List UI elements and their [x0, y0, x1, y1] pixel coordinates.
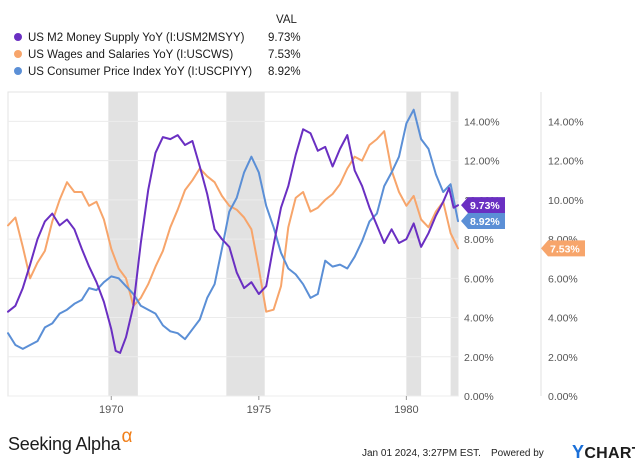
x-tick-label: 1980: [394, 404, 418, 416]
powered-by-label: Powered by: [491, 448, 544, 459]
y-tick-label-inner: 14.00%: [464, 116, 500, 128]
y-tick-label-inner: 8.00%: [464, 234, 494, 246]
recession-band: [450, 92, 458, 396]
legend-value-cpi: 8.92%: [268, 66, 301, 78]
y-tick-label-inner: 6.00%: [464, 273, 494, 285]
timestamp: Jan 01 2024, 3:27PM EST.: [362, 448, 481, 459]
y-tick-label-outer: 4.00%: [548, 313, 578, 325]
legend-label-m2: US M2 Money Supply YoY (I:USM2MSYY): [28, 32, 245, 44]
ycharts-logo: YCHARTS: [572, 442, 635, 463]
value-flag: [541, 240, 585, 257]
legend-label-cpi: US Consumer Price Index YoY (I:USCPIYY): [28, 66, 253, 78]
legend-value-m2: 9.73%: [268, 32, 301, 44]
legend-item-wages[interactable]: US Wages and Salaries YoY (I:USCWS) 7.53…: [14, 47, 301, 63]
y-tick-label-outer: 0.00%: [548, 391, 578, 403]
alpha-mark: α: [121, 426, 133, 447]
y-tick-label-outer: 2.00%: [548, 352, 578, 364]
y-tick-label-inner: 12.00%: [464, 156, 500, 168]
series-line: [7, 128, 459, 354]
seeking-alpha-logo: Seeking Alphaα: [8, 426, 132, 456]
series-line: [7, 130, 459, 313]
legend-item-m2[interactable]: US M2 Money Supply YoY (I:USM2MSYY) 9.73…: [14, 30, 301, 46]
value-flag-label: 9.73%: [470, 200, 500, 212]
legend-marker-wages: [14, 49, 22, 58]
value-flag-label: 7.53%: [550, 243, 580, 255]
recession-band: [108, 92, 138, 396]
legend-header: VAL: [276, 14, 297, 26]
value-flag: [461, 213, 505, 230]
y-tick-label-inner: 2.00%: [464, 352, 494, 364]
value-flag-label: 8.92%: [470, 216, 500, 228]
series-line: [7, 108, 459, 350]
brand-name: Seeking Alpha: [8, 434, 121, 454]
recession-band: [226, 92, 265, 396]
ycharts-wordmark: CHARTS: [584, 445, 635, 462]
y-tick-label-outer: 10.00%: [548, 195, 584, 207]
x-tick-label: 1970: [99, 404, 123, 416]
y-tick-label-outer: 6.00%: [548, 273, 578, 285]
legend-marker-cpi: [14, 66, 22, 75]
ycharts-y-mark: Y: [572, 442, 585, 462]
value-labels: 9.73% 7.53% 8.92%: [461, 197, 585, 257]
grid: [8, 120, 458, 397]
y-tick-label-inner: 0.00%: [464, 391, 494, 403]
legend-label-wages: US Wages and Salaries YoY (I:USCWS): [28, 49, 234, 61]
recession-band: [406, 92, 422, 396]
y-tick-label-outer: 12.00%: [548, 156, 584, 168]
value-flag: [461, 197, 505, 214]
legend-marker-m2: [14, 32, 22, 41]
legend-item-cpi[interactable]: US Consumer Price Index YoY (I:USCPIYY) …: [14, 64, 301, 80]
x-tick-label: 1975: [247, 404, 271, 416]
y-tick-label-inner: 4.00%: [464, 313, 494, 325]
y-tick-label-outer: 14.00%: [548, 116, 584, 128]
series-lines: [7, 108, 459, 354]
legend-value-wages: 7.53%: [268, 49, 301, 61]
